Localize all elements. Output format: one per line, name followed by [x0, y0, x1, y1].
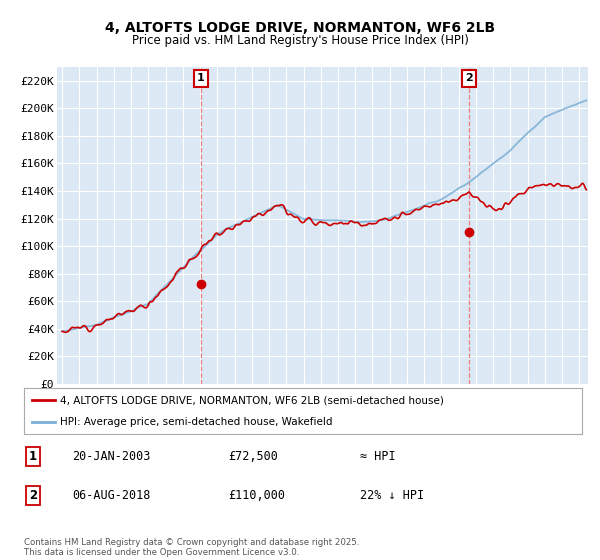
Text: Contains HM Land Registry data © Crown copyright and database right 2025.
This d: Contains HM Land Registry data © Crown c… — [24, 538, 359, 557]
Text: 4, ALTOFTS LODGE DRIVE, NORMANTON, WF6 2LB (semi-detached house): 4, ALTOFTS LODGE DRIVE, NORMANTON, WF6 2… — [60, 395, 444, 405]
Text: 2: 2 — [29, 489, 37, 502]
Text: 20-JAN-2003: 20-JAN-2003 — [72, 450, 151, 463]
Text: 1: 1 — [29, 450, 37, 463]
Text: ≈ HPI: ≈ HPI — [360, 450, 395, 463]
Text: 4, ALTOFTS LODGE DRIVE, NORMANTON, WF6 2LB: 4, ALTOFTS LODGE DRIVE, NORMANTON, WF6 2… — [105, 21, 495, 35]
Text: 1: 1 — [197, 73, 205, 83]
Text: 06-AUG-2018: 06-AUG-2018 — [72, 489, 151, 502]
Text: Price paid vs. HM Land Registry's House Price Index (HPI): Price paid vs. HM Land Registry's House … — [131, 34, 469, 46]
Text: £72,500: £72,500 — [228, 450, 278, 463]
Text: 22% ↓ HPI: 22% ↓ HPI — [360, 489, 424, 502]
Text: £110,000: £110,000 — [228, 489, 285, 502]
Text: 2: 2 — [465, 73, 473, 83]
Text: HPI: Average price, semi-detached house, Wakefield: HPI: Average price, semi-detached house,… — [60, 417, 333, 427]
